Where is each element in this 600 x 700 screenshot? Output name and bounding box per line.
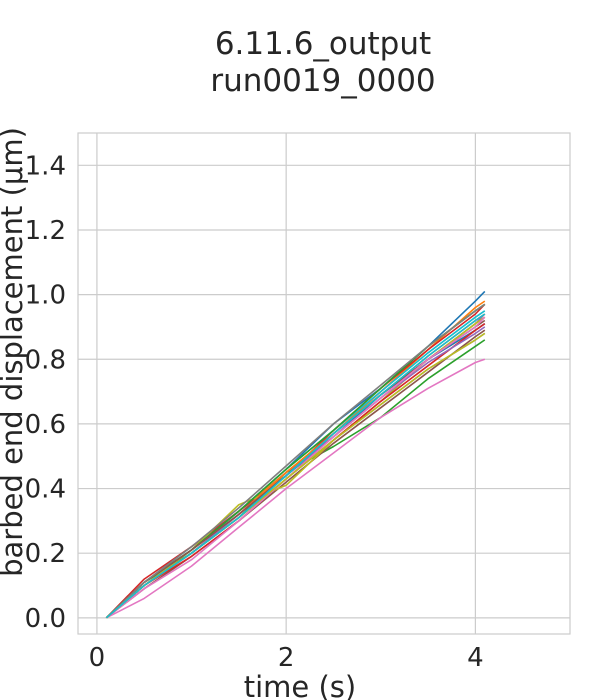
x-axis-label: time (s)	[244, 670, 356, 700]
x-tick-label: 0	[89, 643, 106, 673]
series-line	[105, 316, 486, 619]
series-line	[105, 303, 486, 619]
y-axis-label: barbed end displacement (μm)	[0, 127, 29, 577]
x-tick-label: 4	[467, 643, 484, 673]
y-tick-label: 1.4	[25, 151, 66, 181]
y-tick-label: 0.0	[25, 604, 66, 634]
plot-frame	[77, 132, 571, 635]
tick-labels: 0 2 4 0.0 0.2 0.4 0.6 0.8 1.0 1.2 1.4	[25, 151, 484, 673]
series-line	[105, 313, 486, 619]
series-line	[105, 316, 486, 619]
y-tick-label: 0.8	[25, 345, 66, 375]
chart-title-line-2: run0019_0000	[210, 63, 435, 99]
y-tick-label: 0.2	[25, 539, 66, 569]
series-group	[105, 290, 486, 619]
y-tick-label: 0.4	[25, 475, 66, 505]
y-tick-label: 1.2	[25, 216, 66, 246]
grid	[78, 133, 570, 634]
y-tick-label: 0.6	[25, 410, 66, 440]
y-tick-label: 1.0	[25, 281, 66, 311]
x-tick-label: 2	[278, 643, 295, 673]
chart-title-line-1: 6.11.6_output	[215, 26, 431, 62]
series-line	[106, 358, 486, 619]
